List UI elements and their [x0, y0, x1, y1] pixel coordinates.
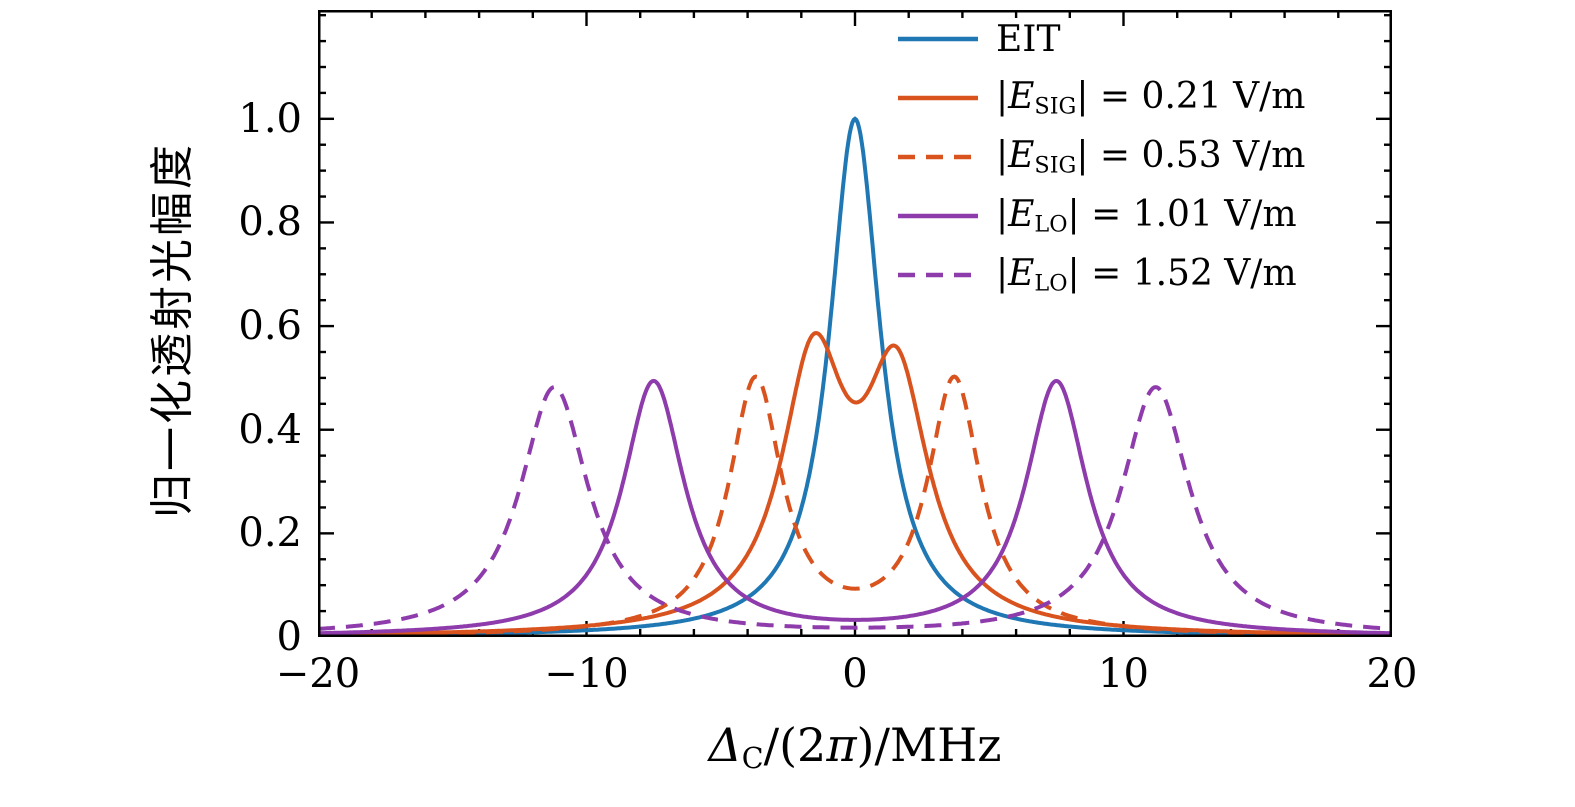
legend-item: EIT	[898, 16, 1305, 62]
legend-label: |ESIG| = 0.21 V/m	[996, 76, 1306, 120]
legend-item: |ELO| = 1.52 V/m	[898, 252, 1305, 298]
legend: EIT |ESIG| = 0.21 V/m |ESIG| = 0.53 V/m |EL…	[898, 16, 1305, 298]
legend-label: |ESIG| = 0.53 V/m	[996, 135, 1306, 179]
legend-line-sample	[898, 95, 978, 101]
legend-item: |ELO| = 1.01 V/m	[898, 193, 1305, 239]
legend-line-sample	[898, 36, 978, 42]
x-tick-label: 20	[1366, 651, 1418, 697]
series-curve-4	[318, 385, 1392, 631]
legend-label: |ELO| = 1.01 V/m	[996, 194, 1297, 238]
x-tick-label: 10	[1098, 651, 1149, 697]
x-axis-label: ΔC/(2π)/MHz	[709, 718, 1002, 775]
x-label-pi: π	[826, 718, 857, 772]
y-tick-label: 0.4	[238, 406, 302, 453]
x-tick-label: 0	[842, 651, 868, 697]
legend-item: |ESIG| = 0.21 V/m	[898, 75, 1305, 121]
y-tick-label: 0	[276, 614, 302, 660]
x-tick-label: −10	[544, 651, 629, 697]
legend-label: EIT	[996, 18, 1061, 60]
x-label-mid: /(2	[763, 718, 827, 772]
legend-line-sample	[898, 213, 978, 219]
y-tick-label: 0.2	[238, 510, 302, 557]
legend-item: |ESIG| = 0.53 V/m	[898, 134, 1305, 180]
y-tick-label: 0.8	[238, 199, 302, 246]
legend-label: |ELO| = 1.52 V/m	[996, 253, 1297, 297]
plot-area	[318, 10, 1392, 637]
legend-line-sample	[898, 272, 978, 278]
y-tick-label: 0.6	[238, 303, 302, 350]
y-tick-label: 1.0	[238, 95, 302, 142]
y-axis-label: 归一化透射光幅度	[147, 142, 198, 518]
x-label-subscript: C	[741, 742, 764, 776]
legend-line-sample	[898, 154, 978, 160]
axes-frame	[318, 10, 1392, 637]
series-curve-2	[318, 374, 1392, 637]
x-label-delta: Δ	[708, 718, 742, 772]
series-curve-3	[318, 378, 1392, 636]
x-tick-label: −20	[275, 651, 361, 697]
x-label-tail: )/MHz	[856, 718, 1002, 772]
